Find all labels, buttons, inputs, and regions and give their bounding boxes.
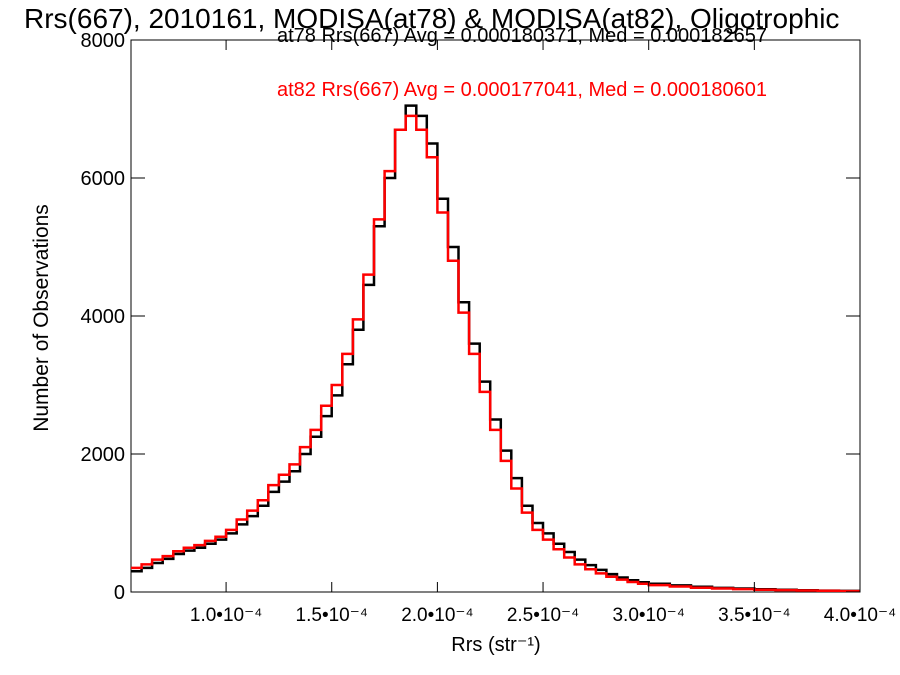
y-tick-label: 8000 bbox=[81, 30, 126, 52]
plot-frame bbox=[130, 39, 861, 593]
y-tick-label: 4000 bbox=[81, 306, 126, 328]
x-tick-label: 4.0•10⁻⁴ bbox=[824, 605, 896, 626]
plot-area: 1.0•10⁻⁴ 1.5•10⁻⁴ 2.0•10⁻⁴ 2.5•10⁻⁴ 3.0•10⁻⁴… bbox=[81, 30, 897, 626]
y-tick-label: 6000 bbox=[81, 168, 126, 190]
x-tick-label: 1.0•10⁻⁴ bbox=[190, 605, 262, 626]
series-line-at82 bbox=[131, 114, 860, 592]
y-tick-label: 0 bbox=[114, 582, 125, 604]
series-annotation-at82: at82 Rrs(667) Avg = 0.000177041, Med = 0… bbox=[277, 79, 767, 101]
x-tick-label: 1.5•10⁻⁴ bbox=[296, 605, 368, 626]
x-tick-label: 3.0•10⁻⁴ bbox=[612, 605, 684, 626]
y-tick-label: 2000 bbox=[81, 444, 126, 466]
series-annotation-at78: at78 Rrs(667) Avg = 0.000180371, Med = 0… bbox=[277, 25, 767, 47]
chart-title: Rrs(667), 2010161, MODISA(at78) & MODISA… bbox=[24, 3, 839, 34]
x-axis-label: Rrs (str⁻¹) bbox=[451, 634, 540, 656]
x-tick-label: 3.5•10⁻⁴ bbox=[718, 605, 790, 626]
y-axis-label: Number of Observations bbox=[30, 204, 53, 432]
x-tick-label: 2.5•10⁻⁴ bbox=[507, 605, 579, 626]
x-tick-label: 2.0•10⁻⁴ bbox=[401, 605, 473, 626]
